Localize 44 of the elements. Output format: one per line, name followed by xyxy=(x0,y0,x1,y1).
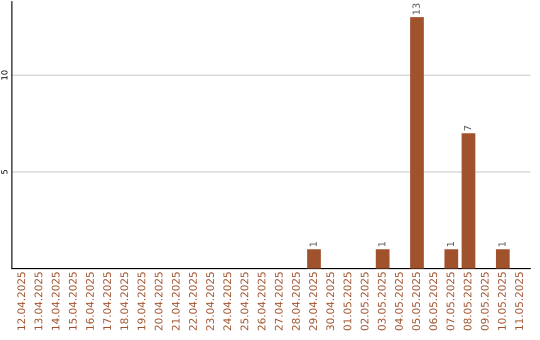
data-label: 1 xyxy=(310,242,317,246)
x-tick-label: 04.05.2025 xyxy=(394,272,403,330)
x-tick-label: 18.04.2025 xyxy=(120,272,128,330)
x-tick-label: 08.05.2025 xyxy=(464,272,472,330)
y-tick-label: 5 xyxy=(1,170,8,174)
x-tick-label: 25.04.2025 xyxy=(240,272,248,330)
x-tick-label: 14.04.2025 xyxy=(52,272,60,330)
x-tick-label: 03.05.2025 xyxy=(378,272,386,330)
data-label: 13 xyxy=(412,4,420,14)
x-tick-label: 23.04.2025 xyxy=(206,272,214,330)
x-tick-label: 28.04.2025 xyxy=(292,272,300,330)
x-tick-label: 06.05.2025 xyxy=(429,272,438,330)
y-tick-label: 10 xyxy=(1,70,8,80)
bar xyxy=(410,17,424,269)
x-tick-label: 22.04.2025 xyxy=(188,272,197,330)
x-tick-label: 09.05.2025 xyxy=(480,272,489,330)
bar xyxy=(444,249,458,269)
x-tick-label: 01.05.2025 xyxy=(343,272,352,330)
x-tick-label: 21.04.2025 xyxy=(172,272,180,330)
x-tick-label: 17.04.2025 xyxy=(103,272,112,330)
data-label: 1 xyxy=(498,242,506,246)
x-tick-label: 10.05.2025 xyxy=(498,272,506,330)
x-tick-label: 27.04.2025 xyxy=(274,272,283,330)
data-label: 1 xyxy=(378,242,386,246)
bar xyxy=(376,249,390,269)
x-tick-label: 15.04.2025 xyxy=(68,272,77,330)
x-tick-label: 20.04.2025 xyxy=(154,272,163,330)
bar xyxy=(496,249,510,269)
x-tick-label: 26.04.2025 xyxy=(258,272,266,330)
x-tick-label: 02.05.2025 xyxy=(360,272,369,330)
x-tick-label: 29.04.2025 xyxy=(309,272,318,330)
x-tick-label: 05.05.2025 xyxy=(412,272,420,330)
x-tick-label: 07.05.2025 xyxy=(446,272,454,330)
x-tick-label: 19.04.2025 xyxy=(137,272,146,330)
data-label: 1 xyxy=(446,242,454,246)
bar xyxy=(307,249,321,269)
x-tick-label: 30.04.2025 xyxy=(326,272,334,330)
x-tick-label: 13.04.2025 xyxy=(34,272,42,330)
x-tick-label: 16.04.2025 xyxy=(86,272,94,330)
bar xyxy=(462,133,476,269)
x-tick-label: 24.04.2025 xyxy=(223,272,232,330)
x-tick-label: 12.04.2025 xyxy=(17,272,26,330)
data-label: 7 xyxy=(464,126,472,130)
x-tick-label: 11.05.2025 xyxy=(515,272,524,330)
